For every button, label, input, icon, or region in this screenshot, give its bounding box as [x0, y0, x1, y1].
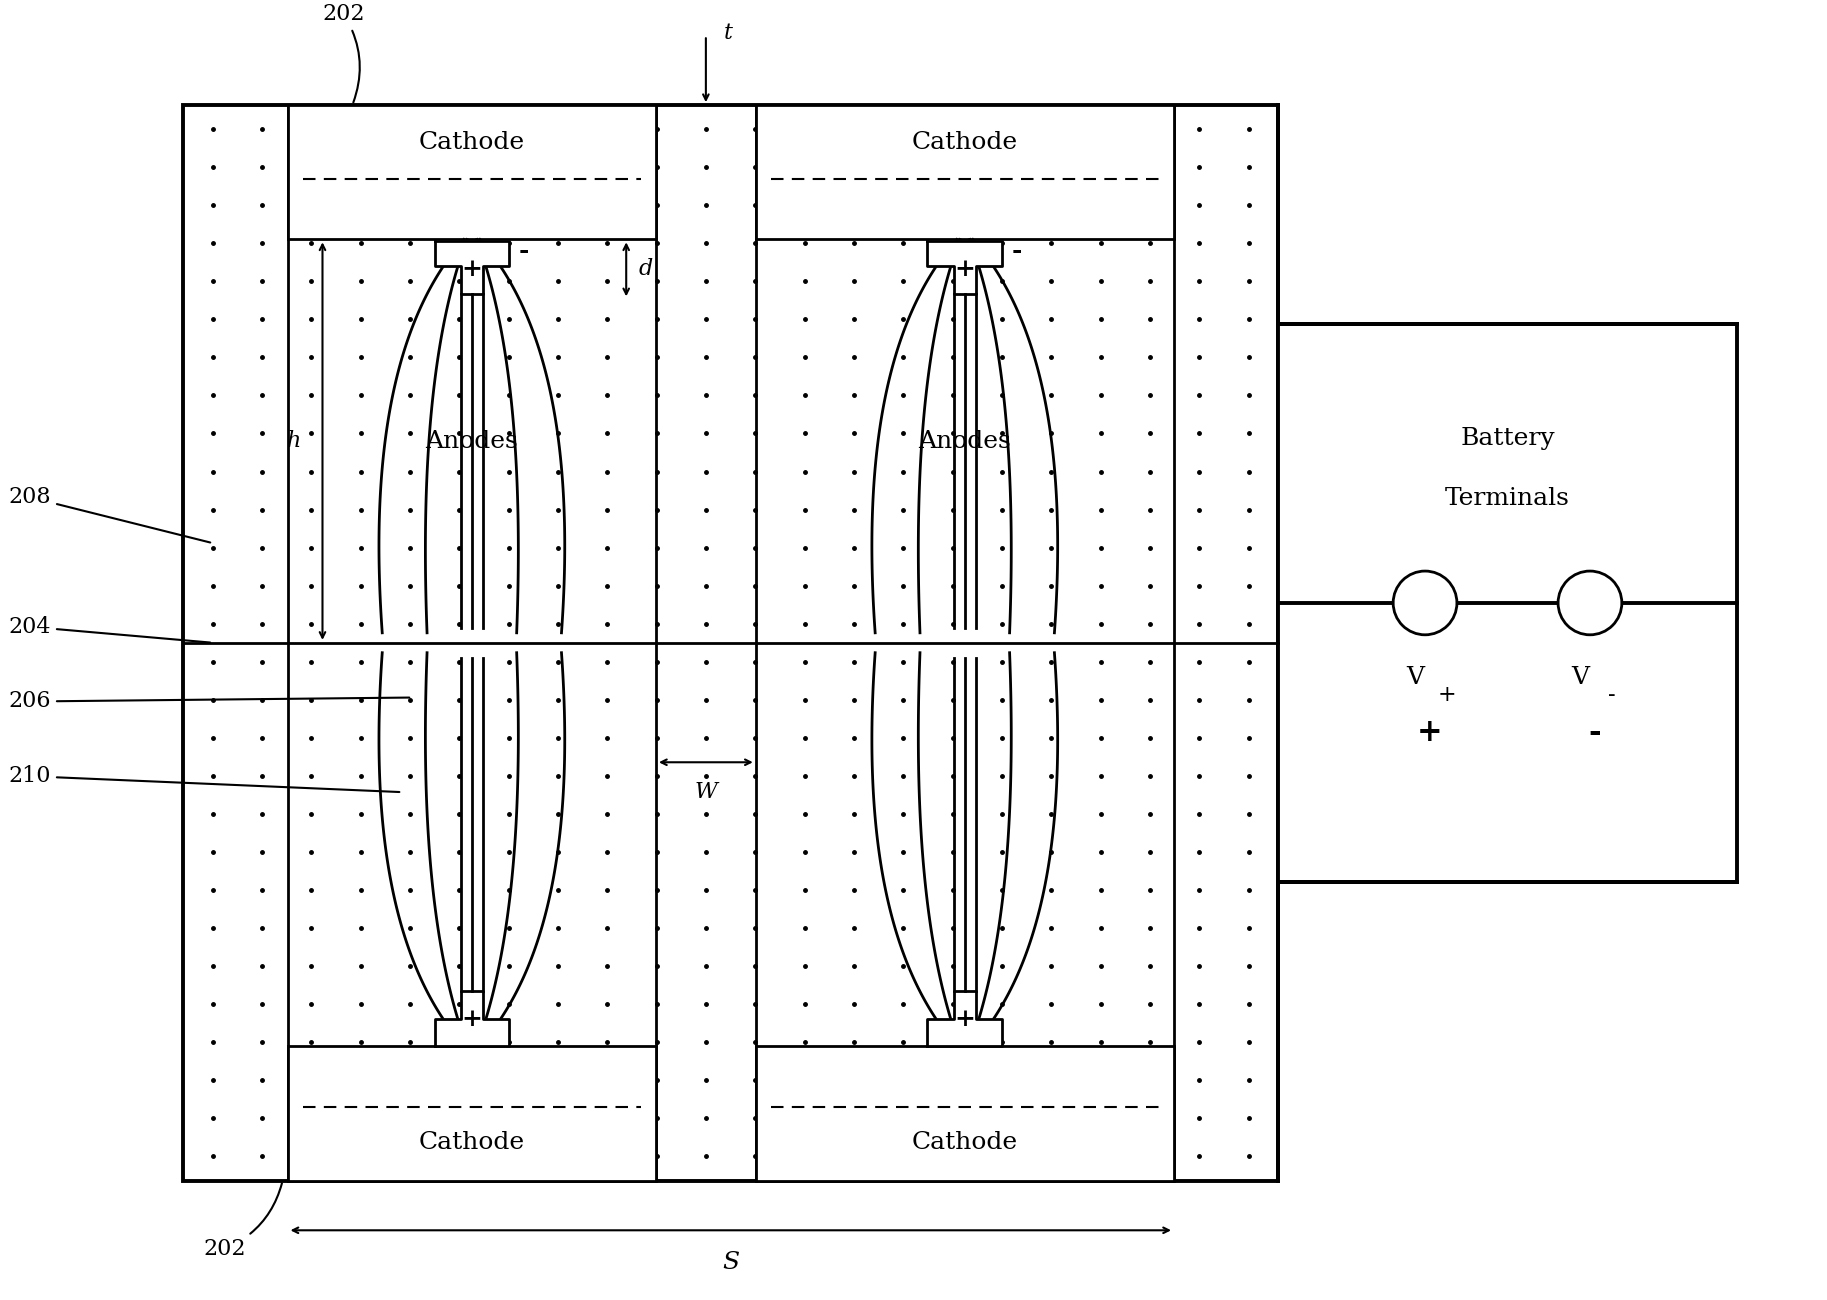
Text: +: +	[1438, 684, 1456, 706]
Text: 206: 206	[9, 690, 409, 712]
Text: Cathode: Cathode	[418, 131, 524, 155]
Bar	[183, 105, 1279, 1180]
Text: -: -	[1012, 239, 1023, 264]
Bar	[287, 1046, 656, 1180]
Text: 202: 202	[323, 4, 365, 103]
Bar	[1279, 324, 1736, 881]
Text: Terminals: Terminals	[1445, 488, 1569, 510]
Polygon shape	[435, 992, 510, 1046]
Text: Cathode: Cathode	[912, 1131, 1018, 1154]
Text: 202: 202	[203, 1183, 281, 1260]
Text: h: h	[287, 430, 301, 452]
Text: S: S	[722, 1251, 740, 1274]
Bar	[756, 105, 1175, 239]
Text: +: +	[954, 257, 976, 281]
Text: 204: 204	[9, 616, 210, 642]
Text: +: +	[462, 1006, 482, 1031]
Text: d: d	[638, 259, 652, 281]
Bar	[287, 105, 656, 239]
Text: +: +	[1418, 716, 1443, 748]
Text: V: V	[1407, 666, 1423, 689]
Text: Anodes: Anodes	[919, 429, 1010, 452]
Text: -: -	[519, 239, 530, 264]
Text: W: W	[694, 781, 718, 803]
Polygon shape	[435, 242, 510, 294]
Text: Battery: Battery	[1460, 428, 1555, 450]
Polygon shape	[928, 992, 1003, 1046]
Text: 210: 210	[9, 766, 400, 792]
Text: t: t	[723, 22, 733, 44]
Text: Cathode: Cathode	[418, 1131, 524, 1154]
Text: +: +	[462, 257, 482, 281]
Text: -: -	[1589, 716, 1600, 748]
Text: -: -	[1608, 684, 1615, 706]
Circle shape	[1394, 571, 1456, 634]
Text: Anodes: Anodes	[426, 429, 519, 452]
Circle shape	[1558, 571, 1622, 634]
Text: Cathode: Cathode	[912, 131, 1018, 155]
Text: V: V	[1571, 666, 1589, 689]
Text: 208: 208	[9, 486, 210, 542]
Text: +: +	[954, 1006, 976, 1031]
Polygon shape	[928, 242, 1003, 294]
Bar	[756, 1046, 1175, 1180]
